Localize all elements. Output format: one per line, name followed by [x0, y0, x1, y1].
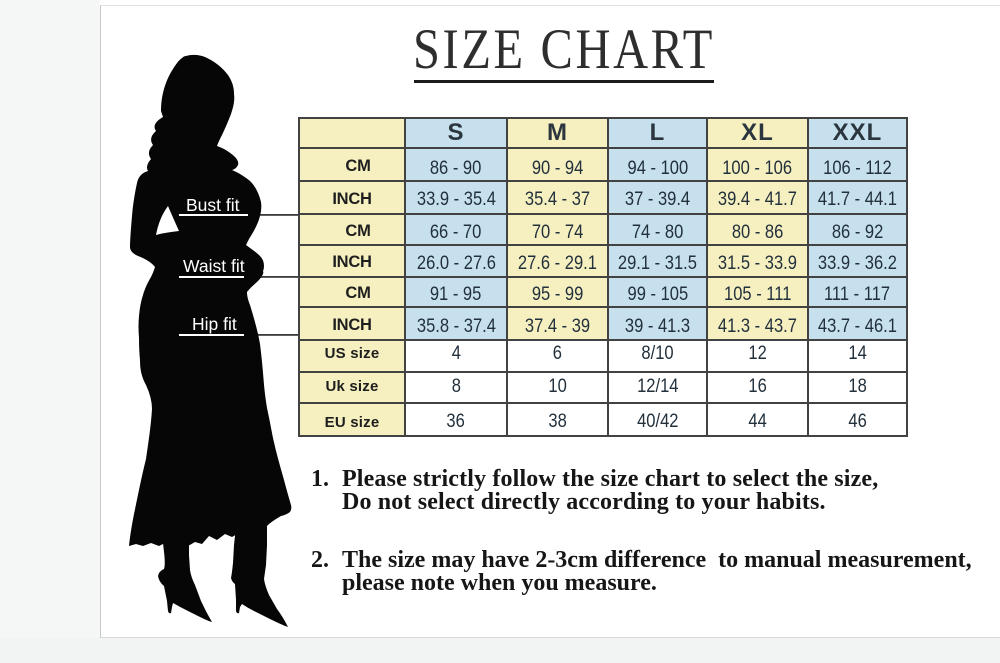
svg-text:Hip fit: Hip fit	[192, 314, 237, 334]
svg-text:Bust fit: Bust fit	[186, 195, 240, 215]
svg-text:Waist fit: Waist fit	[183, 256, 245, 276]
